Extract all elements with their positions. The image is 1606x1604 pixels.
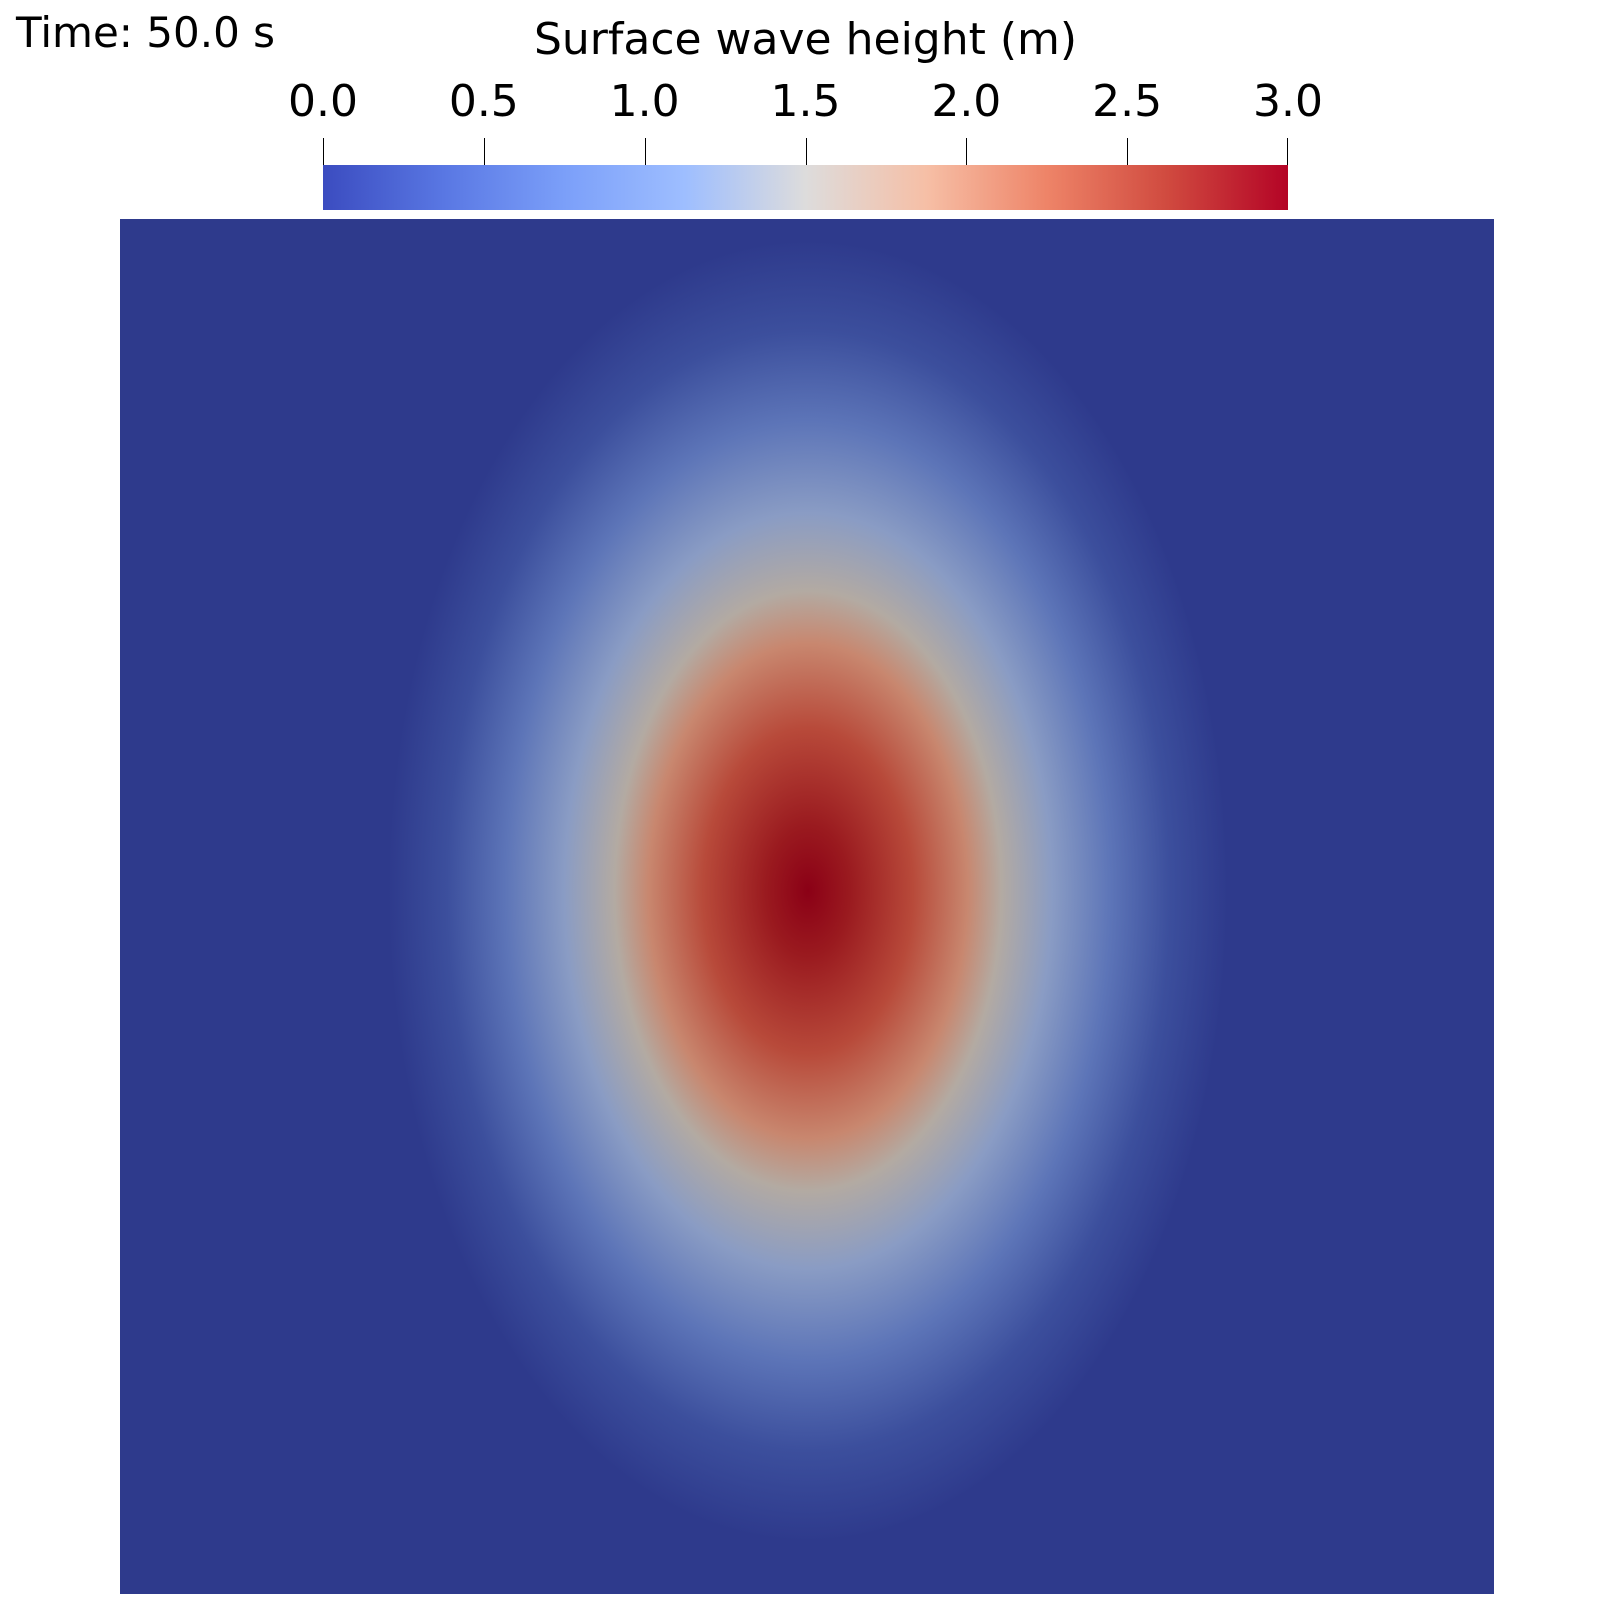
colorbar-tick-mark xyxy=(1287,138,1288,173)
time-label: Time: 50.0 s xyxy=(16,8,276,57)
colorbar-tick-mark xyxy=(805,138,807,173)
colorbar-tick-label: 0.5 xyxy=(448,76,519,127)
colorbar-tick-label: 3.0 xyxy=(1253,76,1323,127)
colorbar-title: Surface wave height (m) xyxy=(533,14,1078,65)
colorbar-tick-label: 2.0 xyxy=(931,76,1002,127)
colorbar-tick-label: 1.0 xyxy=(609,76,680,127)
colorbar xyxy=(323,165,1288,210)
wave-field xyxy=(120,219,1494,1594)
heatmap-svg xyxy=(120,219,1494,1594)
colorbar-tick-label: 1.5 xyxy=(770,76,841,127)
colorbar-tick-mark xyxy=(483,138,485,173)
colorbar-tick-mark xyxy=(644,138,646,173)
colorbar-gradient xyxy=(323,165,1288,210)
colorbar-tick-mark xyxy=(1127,138,1129,173)
colorbar-tick-mark xyxy=(966,138,968,173)
heatmap-plot xyxy=(120,219,1494,1594)
colorbar-tick-label: 2.5 xyxy=(1092,76,1163,127)
colorbar-tick-mark xyxy=(323,138,324,173)
colorbar-tick-label: 0.0 xyxy=(288,76,358,127)
